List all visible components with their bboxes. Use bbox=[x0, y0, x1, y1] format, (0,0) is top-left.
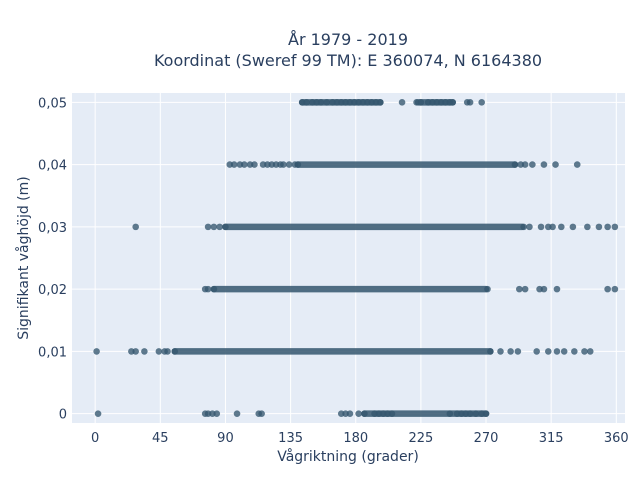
data-point bbox=[581, 348, 588, 355]
x-tick-label: 270 bbox=[474, 431, 499, 446]
data-point bbox=[377, 99, 384, 106]
data-point bbox=[604, 285, 611, 293]
data-point bbox=[521, 285, 529, 293]
data-point bbox=[213, 410, 221, 417]
data-point bbox=[526, 223, 533, 231]
data-point bbox=[611, 285, 619, 293]
data-point bbox=[521, 161, 529, 168]
x-tick-label: 360 bbox=[604, 431, 629, 446]
data-point bbox=[560, 348, 568, 355]
y-tick-label: 0,05 bbox=[38, 96, 67, 111]
data-point bbox=[132, 348, 139, 355]
chart-title-line-1: År 1979 - 2019 bbox=[288, 30, 408, 49]
data-point bbox=[484, 285, 491, 293]
data-point bbox=[544, 348, 552, 355]
data-point bbox=[164, 348, 171, 355]
data-point bbox=[514, 348, 522, 355]
y-tick-label: 0 bbox=[59, 408, 67, 423]
data-points bbox=[93, 99, 619, 417]
data-point bbox=[449, 99, 457, 106]
data-point bbox=[222, 223, 229, 231]
data-point bbox=[511, 161, 519, 168]
x-axis-title: Vågriktning (grader) bbox=[277, 448, 419, 465]
data-point bbox=[478, 99, 485, 106]
data-point bbox=[216, 223, 223, 231]
data-point bbox=[171, 348, 179, 355]
x-tick-label: 45 bbox=[152, 431, 169, 446]
data-point bbox=[361, 410, 368, 417]
data-point bbox=[482, 410, 490, 417]
data-point bbox=[258, 410, 265, 417]
data-point bbox=[540, 161, 548, 168]
data-point bbox=[323, 99, 331, 106]
x-tick-label: 135 bbox=[278, 431, 303, 446]
data-point bbox=[388, 410, 396, 417]
data-point bbox=[558, 223, 565, 231]
data-point bbox=[595, 223, 603, 231]
data-point bbox=[141, 348, 148, 355]
x-tick-labels: 0 45 90 135 180 225 270 315 360 bbox=[91, 431, 629, 446]
data-point bbox=[584, 223, 591, 231]
data-point bbox=[487, 348, 494, 355]
data-point bbox=[230, 161, 238, 168]
data-point bbox=[210, 285, 218, 293]
data-point bbox=[204, 285, 212, 293]
data-point bbox=[537, 223, 545, 231]
x-tick-label: 0 bbox=[91, 431, 99, 446]
data-point bbox=[553, 285, 561, 293]
data-point bbox=[552, 161, 559, 168]
data-point bbox=[497, 348, 504, 355]
data-point bbox=[240, 161, 248, 168]
data-point bbox=[417, 99, 425, 106]
x-tick-label: 90 bbox=[217, 431, 234, 446]
data-point bbox=[251, 161, 258, 168]
data-point bbox=[285, 161, 293, 168]
data-point bbox=[573, 161, 581, 168]
x-tick-label: 315 bbox=[539, 431, 564, 446]
data-point bbox=[520, 223, 527, 231]
data-point bbox=[446, 410, 454, 417]
y-tick-label: 0,01 bbox=[38, 345, 67, 360]
data-point bbox=[533, 348, 540, 355]
x-tick-label: 225 bbox=[408, 431, 433, 446]
data-point bbox=[611, 223, 619, 231]
data-point bbox=[155, 348, 163, 355]
y-tick-label: 0,04 bbox=[38, 159, 67, 174]
data-point bbox=[553, 348, 561, 355]
data-point bbox=[540, 285, 548, 293]
data-point bbox=[93, 348, 100, 355]
data-point bbox=[346, 410, 354, 417]
data-point bbox=[204, 223, 212, 231]
data-point bbox=[303, 99, 310, 106]
data-point bbox=[132, 223, 139, 231]
data-point bbox=[472, 410, 480, 417]
y-tick-label: 0,03 bbox=[38, 221, 67, 236]
data-point bbox=[529, 161, 536, 168]
data-point bbox=[604, 223, 611, 231]
data-point bbox=[210, 223, 218, 231]
data-point bbox=[466, 99, 474, 106]
data-point bbox=[569, 223, 577, 231]
data-point bbox=[398, 99, 406, 106]
y-tick-label: 0,02 bbox=[38, 283, 67, 298]
data-point bbox=[466, 410, 474, 417]
data-point bbox=[294, 161, 302, 168]
data-point bbox=[586, 348, 594, 355]
x-tick-label: 180 bbox=[343, 431, 368, 446]
y-tick-labels: 0 0,01 0,02 0,03 0,04 0,05 bbox=[38, 96, 67, 422]
data-point bbox=[317, 99, 325, 106]
data-point bbox=[280, 161, 287, 168]
data-point bbox=[516, 285, 523, 293]
chart-title-line-2: Koordinat (Sweref 99 TM): E 360074, N 61… bbox=[154, 51, 542, 70]
data-point bbox=[549, 223, 556, 231]
data-point bbox=[94, 410, 102, 417]
y-axis-title: Signifikant våghöjd (m) bbox=[15, 176, 32, 339]
data-point bbox=[355, 410, 362, 417]
plot-background bbox=[72, 93, 625, 423]
data-point bbox=[571, 348, 578, 355]
data-point bbox=[507, 348, 514, 355]
data-point bbox=[233, 410, 241, 417]
